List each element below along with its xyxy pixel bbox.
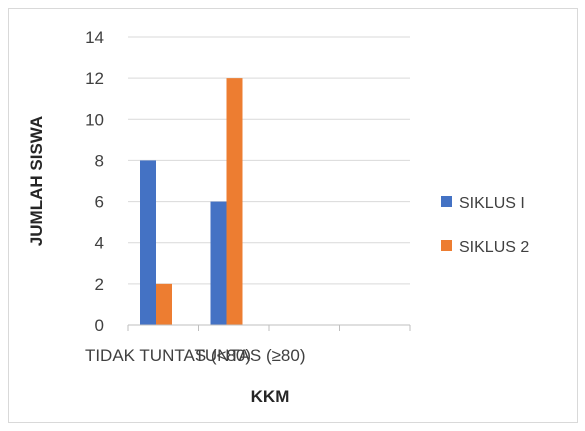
x-tick-labels: TIDAK TUNTAS (<80)TUNTAS (≥80) (85, 346, 306, 365)
bars (140, 78, 243, 326)
gridlines (127, 36, 411, 331)
legend-label: SIKLUS I (459, 195, 525, 212)
legend-swatch (441, 240, 452, 251)
x-tick-label: TUNTAS (≥80) (194, 346, 305, 365)
y-tick-label: 6 (95, 193, 104, 212)
bar-siklus-2-tuntas (226, 78, 243, 326)
legend: SIKLUS I SIKLUS 2 (441, 195, 529, 256)
x-axis-title: KKM (251, 387, 290, 406)
y-axis-title: JUMLAH SISWA (27, 116, 46, 246)
bar-siklus-1-tidak-tuntas (140, 160, 156, 325)
y-tick-label: 14 (85, 28, 104, 47)
y-tick-label: 10 (85, 110, 104, 129)
y-tick-label: 2 (95, 275, 104, 294)
x-tick-label: TIDAK TUNTAS (<80) (85, 346, 251, 365)
y-tick-label: 12 (85, 69, 104, 88)
bar-siklus-1-tuntas (210, 201, 227, 325)
y-tick-labels: 0 2 4 6 8 10 12 14 (85, 28, 104, 335)
chart-frame (8, 8, 578, 423)
legend-label: SIKLUS 2 (459, 239, 529, 256)
legend-swatch (441, 196, 452, 207)
y-tick-label: 0 (95, 316, 104, 335)
y-tick-label: 8 (95, 151, 104, 170)
bar-siklus-2-tidak-tuntas (156, 283, 172, 325)
y-tick-label: 4 (95, 234, 104, 253)
